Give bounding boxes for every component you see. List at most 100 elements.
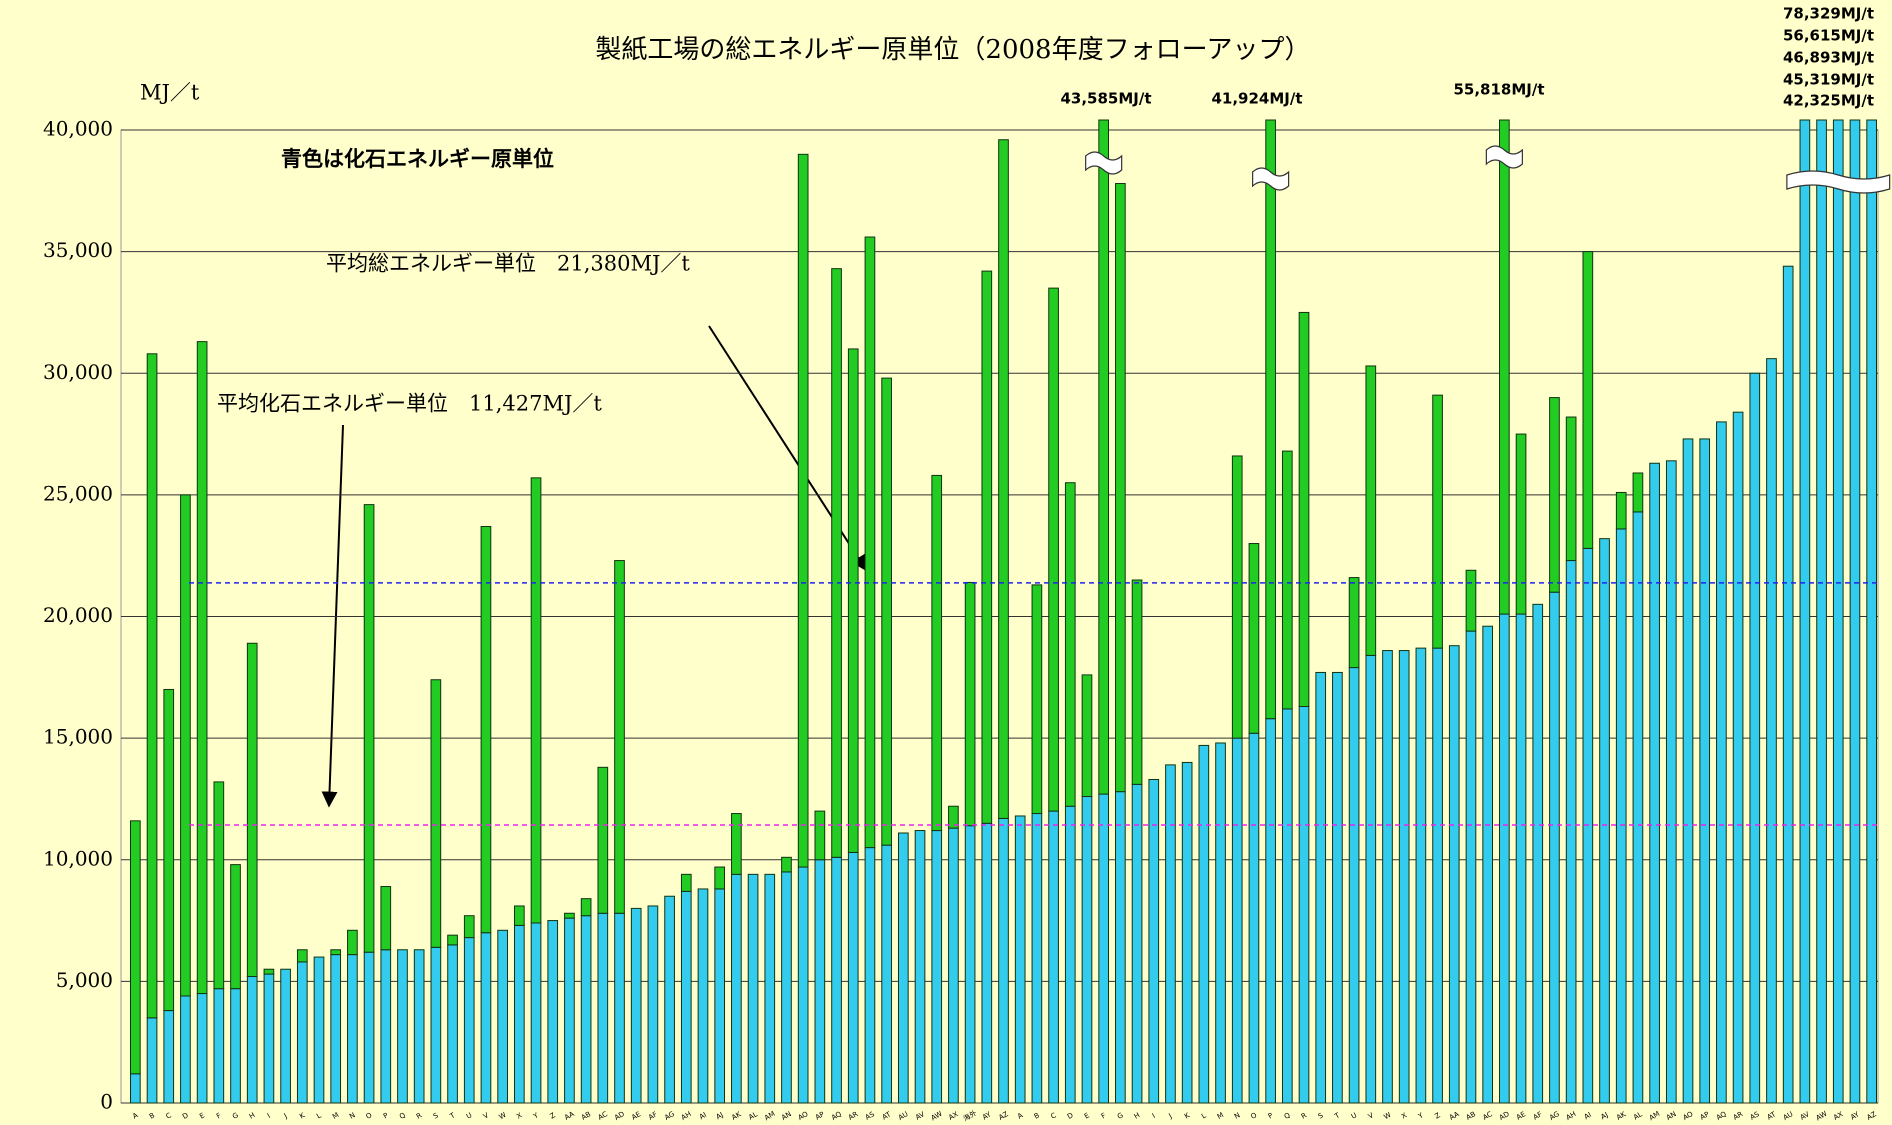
y-tick-label: 15,000	[43, 725, 113, 749]
x-tick-label: R	[415, 1111, 423, 1120]
bar-segment	[614, 912, 625, 1104]
bar-segment	[1231, 737, 1243, 1104]
bar-segment	[163, 688, 175, 1012]
bar-segment	[948, 805, 959, 829]
bar-segment	[1281, 450, 1293, 710]
x-tick-label: F	[1100, 1112, 1107, 1121]
bar-segment	[430, 946, 442, 1104]
bar-segment	[313, 956, 325, 1104]
bar-segment	[1649, 462, 1660, 1104]
x-tick-label: AX	[1832, 1110, 1844, 1122]
bar-segment	[163, 1010, 175, 1104]
bar-segment	[1048, 287, 1059, 812]
bar-segment	[1248, 543, 1260, 734]
bar-segment	[296, 949, 308, 963]
overflow-label: 43,585MJ/t	[1060, 90, 1151, 108]
x-tick-label: AI	[1583, 1111, 1593, 1121]
x-tick-label: N	[348, 1111, 357, 1121]
x-tick-label: A	[1016, 1111, 1024, 1120]
x-tick-label: Y	[1416, 1111, 1425, 1121]
x-tick-label: AJ	[1600, 1111, 1610, 1121]
bar-segment	[1699, 438, 1711, 1104]
x-tick-label: AF	[647, 1110, 659, 1121]
bar-segment	[347, 954, 358, 1104]
bar-segment	[196, 993, 208, 1104]
bar-segment	[1181, 761, 1193, 1104]
bar-segment	[530, 922, 542, 1104]
bar-segment	[1432, 647, 1443, 1104]
x-tick-label: AX	[947, 1110, 959, 1122]
bar-segment	[814, 810, 826, 861]
bar-segment	[998, 817, 1009, 1104]
bar-segment	[981, 270, 993, 824]
bar-segment	[1131, 579, 1143, 785]
bar-segment	[580, 898, 592, 917]
x-tick-label: T	[448, 1111, 457, 1121]
bar-segment	[1048, 810, 1059, 1104]
bar-segment	[1632, 511, 1644, 1104]
bar-segment	[497, 929, 508, 1104]
x-tick-label: O	[365, 1111, 374, 1121]
x-tick-label: AK	[730, 1110, 742, 1122]
overflow-label: 78,329MJ/t	[1783, 5, 1874, 23]
bar-segment	[1198, 744, 1210, 1104]
x-tick-label: AR	[1732, 1110, 1744, 1122]
bar-segment	[1131, 783, 1143, 1104]
bar-segment	[1849, 119, 1861, 1104]
bar-segment	[1582, 251, 1594, 549]
x-tick-label: AY	[981, 1110, 993, 1122]
bar-segment	[1665, 460, 1677, 1104]
bar-segment	[1515, 433, 1527, 615]
overflow-label: 42,325MJ/t	[1783, 92, 1874, 110]
y-axis-label: MJ／t	[140, 81, 200, 105]
axis-break	[1252, 167, 1290, 191]
x-tick-label: A	[131, 1111, 139, 1120]
bar-segment	[1215, 742, 1226, 1104]
x-tick-label: AV	[1799, 1110, 1811, 1122]
note: 青色は化石エネルギー原単位	[281, 147, 554, 171]
x-tick-label: L	[315, 1112, 322, 1121]
x-tick-label: D	[181, 1111, 190, 1121]
y-tick-label: 20,000	[43, 603, 113, 627]
x-tick-label: AF	[1532, 1110, 1544, 1121]
bar-segment	[1315, 671, 1327, 1104]
bar-segment	[530, 477, 542, 924]
bar-segment	[1499, 613, 1510, 1104]
bar-segment	[230, 864, 241, 990]
bar-segment	[1265, 119, 1276, 720]
bar-segment	[1549, 591, 1560, 1104]
bar-segment	[1031, 584, 1043, 815]
bar-segment	[1549, 397, 1560, 593]
x-tick-label: AN	[1665, 1110, 1678, 1122]
x-tick-label: V	[482, 1111, 490, 1120]
x-tick-label: E	[198, 1111, 206, 1120]
bar-segment	[1565, 416, 1577, 562]
bar-segment	[1682, 438, 1694, 1104]
overflow-label: 41,924MJ/t	[1211, 90, 1302, 108]
bar-segment	[1432, 394, 1443, 649]
bar-segment	[130, 1073, 141, 1104]
bar-segment	[948, 827, 959, 1104]
bar-segment	[1499, 119, 1510, 615]
bar-segment	[1599, 538, 1610, 1104]
bar-segment	[513, 905, 525, 926]
bar-segment	[597, 912, 609, 1104]
x-tick-label: AH	[1565, 1110, 1578, 1122]
bar-segment	[931, 474, 943, 832]
bar-segment	[330, 949, 342, 956]
bar-segment	[781, 856, 792, 873]
bar-segment	[1866, 119, 1877, 1104]
x-tick-label: Q	[1283, 1111, 1292, 1121]
x-tick-label: Q	[398, 1111, 407, 1121]
bar-segment	[1615, 528, 1627, 1104]
x-tick-label: I	[1151, 1112, 1157, 1120]
bar-segment	[797, 153, 809, 868]
x-tick-label: AR	[847, 1110, 859, 1122]
bar-segment	[1081, 796, 1093, 1104]
bar-segment	[1281, 708, 1293, 1104]
bar-segment	[363, 504, 375, 953]
bar-segment	[1565, 560, 1577, 1104]
x-tick-label: C	[1049, 1111, 1057, 1120]
